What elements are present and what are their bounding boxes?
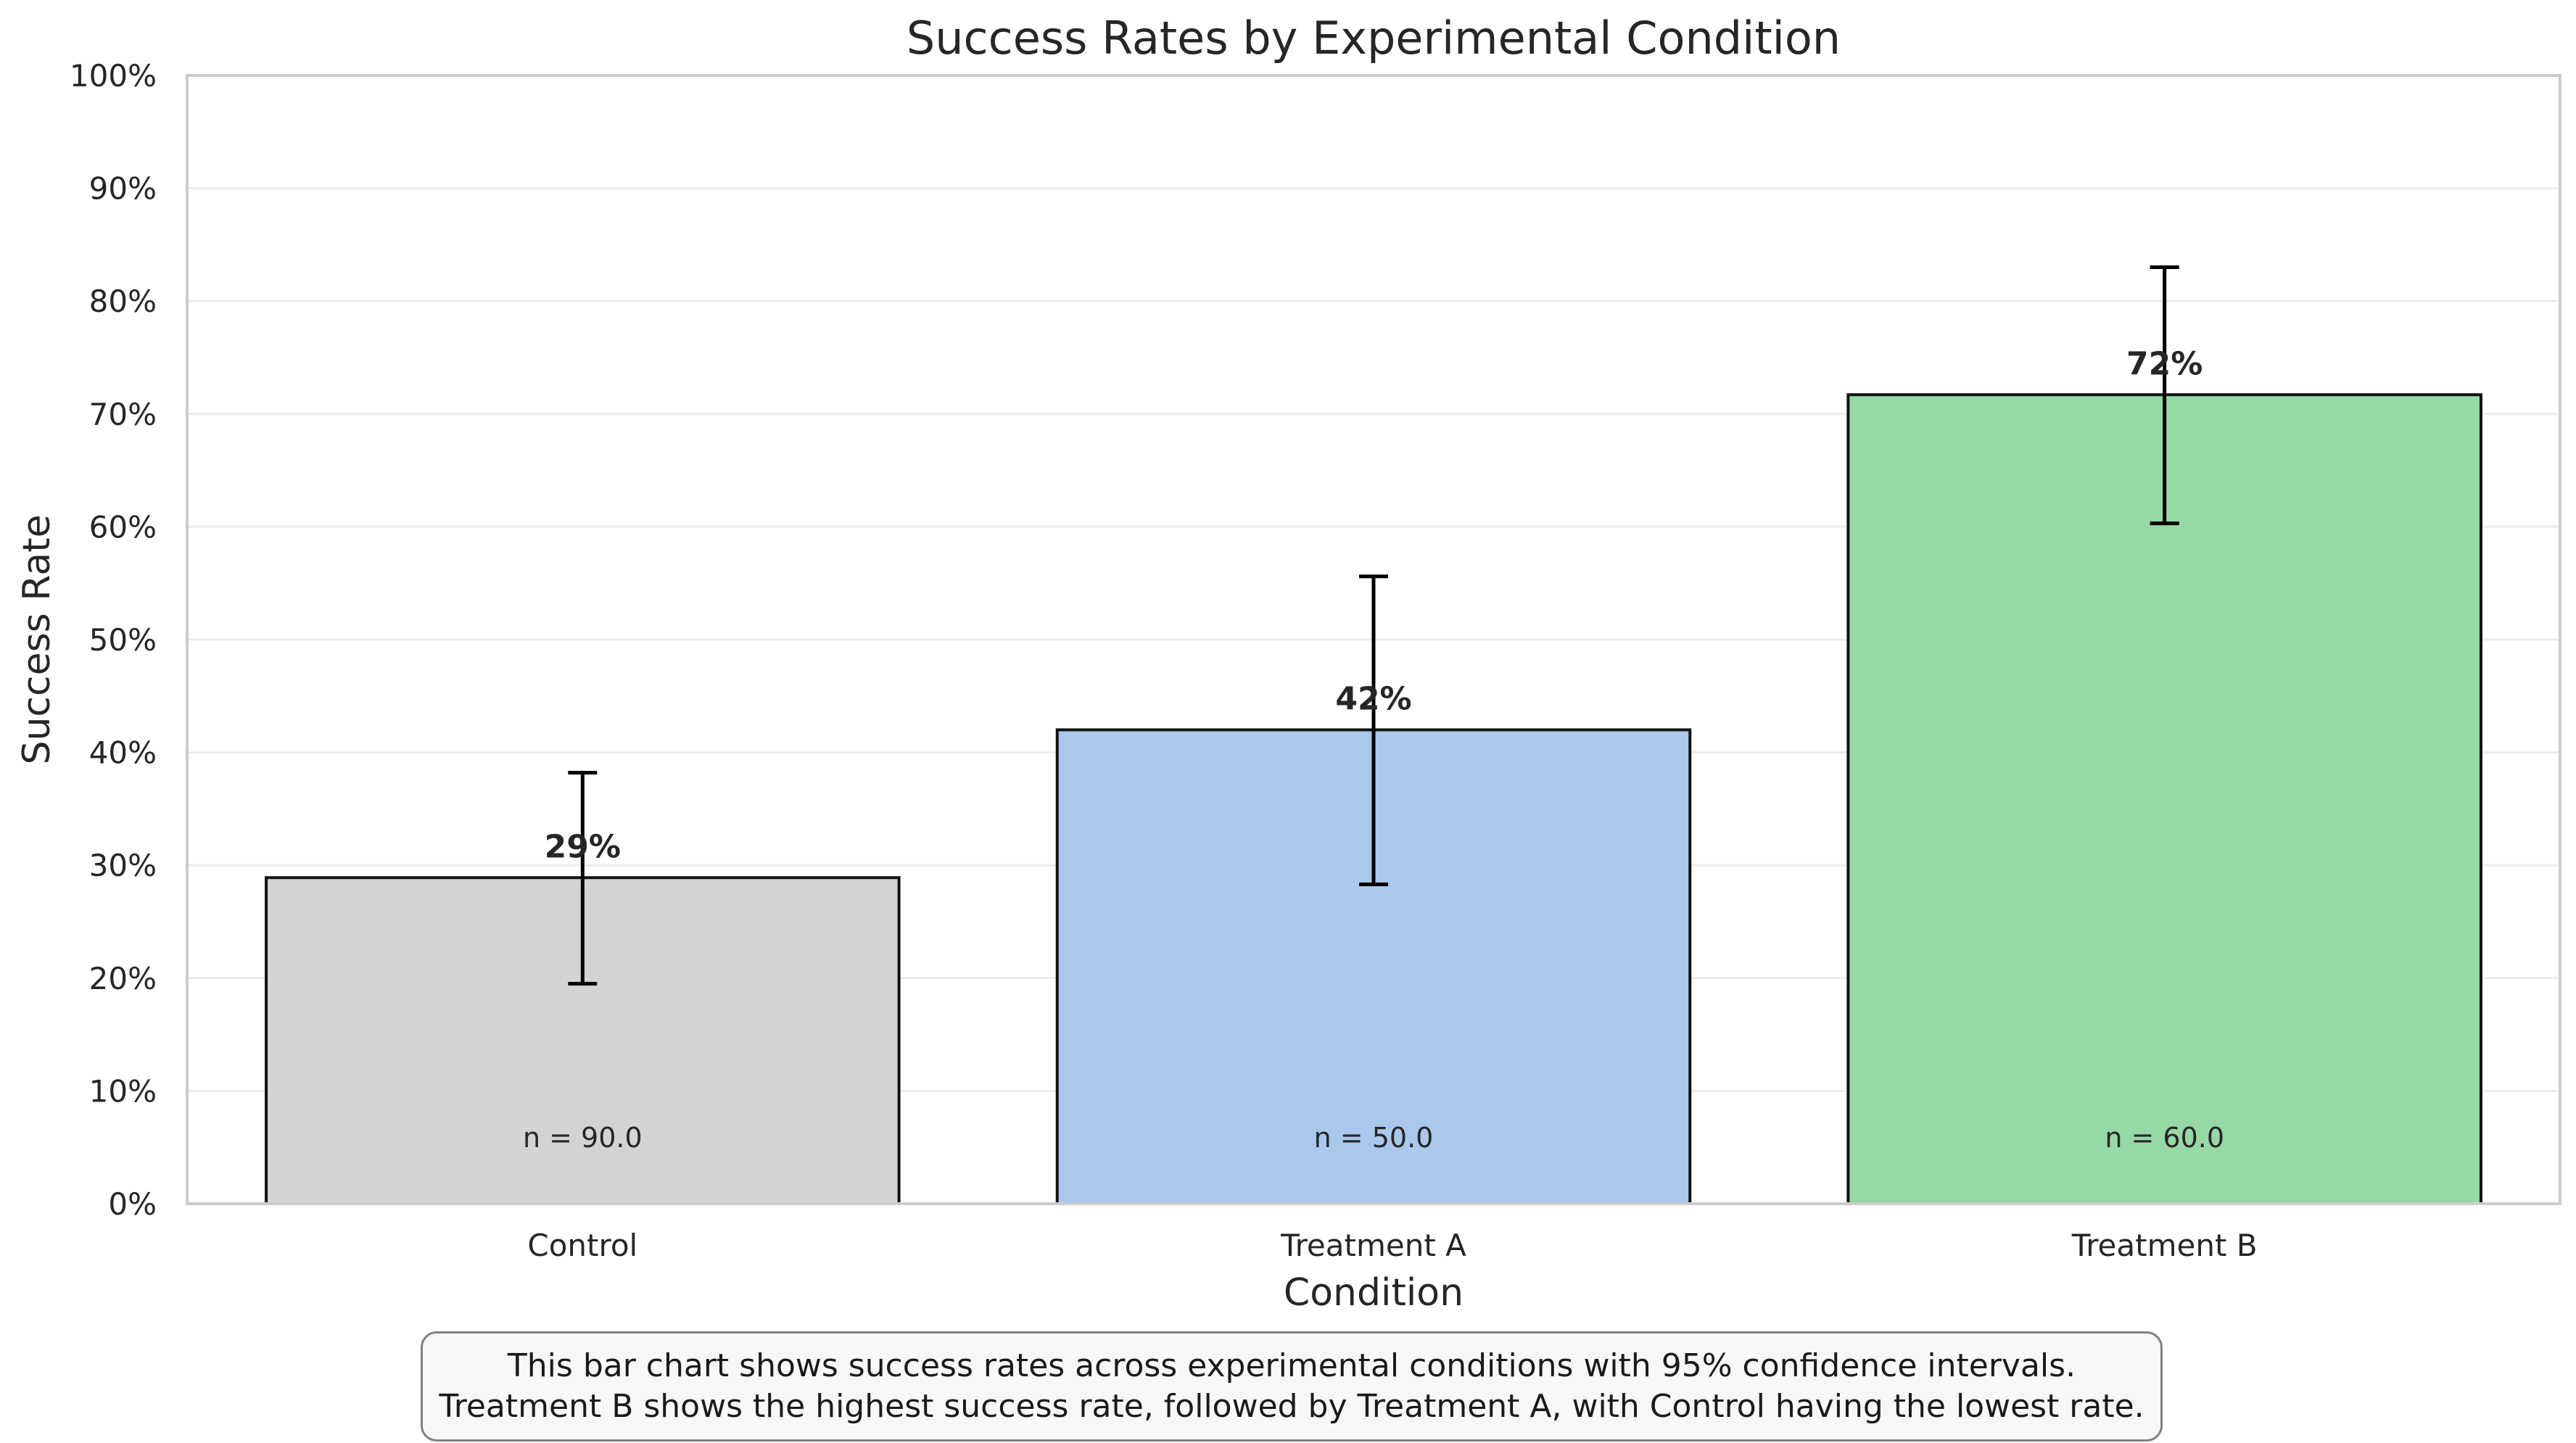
y-tick-label: 90% bbox=[89, 171, 157, 207]
y-tick-label: 0% bbox=[108, 1186, 157, 1222]
y-tick-label: 60% bbox=[89, 509, 157, 545]
y-tick-label: 10% bbox=[89, 1073, 157, 1109]
plot-frame bbox=[186, 74, 2561, 1205]
n-label: n = 90.0 bbox=[523, 1122, 643, 1154]
value-label: 72% bbox=[2126, 345, 2203, 382]
y-axis-label: Success Rate bbox=[15, 514, 59, 764]
x-tick-label: Control bbox=[527, 1228, 637, 1263]
data-labels: 29% n = 90.0 42% n = 50.0 72% n = 60.0 bbox=[523, 345, 2224, 1154]
caption-line-1: This bar chart shows success rates acros… bbox=[507, 1347, 2076, 1384]
bar-treatment-b bbox=[1846, 393, 2482, 1205]
y-tick-labels: 0% 10% 20% 30% 40% 50% 60% 70% 80% 90% 100% bbox=[70, 58, 157, 1222]
y-tick-label: 30% bbox=[89, 848, 157, 883]
caption-box: This bar chart shows success rates acros… bbox=[421, 1331, 2163, 1442]
value-label: 42% bbox=[1335, 680, 1411, 717]
x-tick-label: Treatment A bbox=[1280, 1228, 1466, 1263]
value-label: 29% bbox=[545, 828, 621, 865]
n-label: n = 50.0 bbox=[1314, 1122, 1434, 1154]
chart-title: Success Rates by Experimental Condition bbox=[907, 12, 1841, 65]
y-tick-label: 70% bbox=[89, 397, 157, 432]
y-tick-label: 40% bbox=[89, 735, 157, 771]
n-label: n = 60.0 bbox=[2105, 1122, 2224, 1154]
y-tick-label: 100% bbox=[70, 58, 157, 94]
x-axis-label: Condition bbox=[1284, 1271, 1464, 1315]
y-tick-label: 50% bbox=[89, 622, 157, 658]
x-tick-labels: Control Treatment A Treatment B bbox=[527, 1228, 2257, 1263]
x-tick-label: Treatment B bbox=[2071, 1228, 2258, 1263]
error-bars bbox=[568, 265, 2179, 986]
y-tick-label: 20% bbox=[89, 961, 157, 996]
caption-line-2: Treatment B shows the highest success ra… bbox=[439, 1388, 2144, 1425]
y-tick-label: 80% bbox=[89, 284, 157, 319]
